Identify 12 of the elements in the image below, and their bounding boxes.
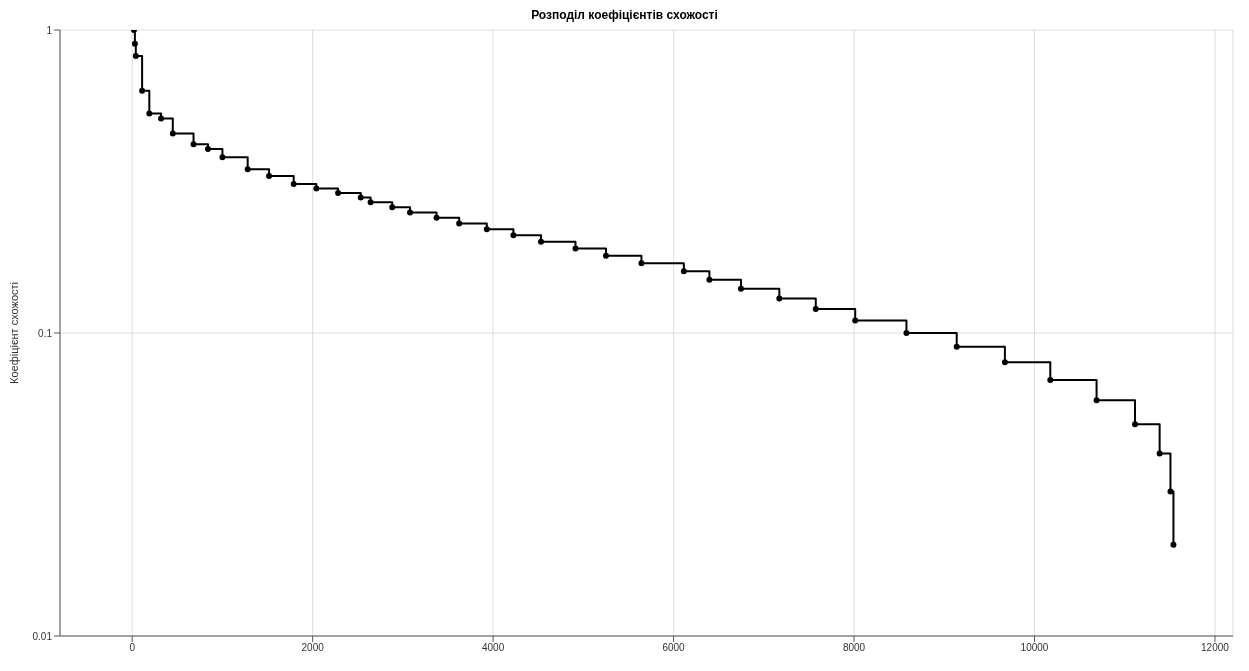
x-tick-label: 6000 <box>662 642 686 654</box>
y-axis-title: Коефіцієнт схожості <box>7 282 20 384</box>
x-tick-label: 4000 <box>481 642 505 654</box>
chart-title: Розподіл коефіцієнтів схожості <box>530 8 719 24</box>
x-tick-label: 8000 <box>842 642 866 654</box>
x-tick-label: 0 <box>129 642 136 654</box>
x-tick-label: 10000 <box>1020 642 1049 654</box>
x-tick-label: 12000 <box>1201 642 1230 654</box>
x-tick-label: 2000 <box>301 642 325 654</box>
y-tick-label: 1 <box>46 24 53 36</box>
y-tick-label: 0.01 <box>32 630 53 642</box>
y-tick-label: 0.1 <box>38 327 53 339</box>
